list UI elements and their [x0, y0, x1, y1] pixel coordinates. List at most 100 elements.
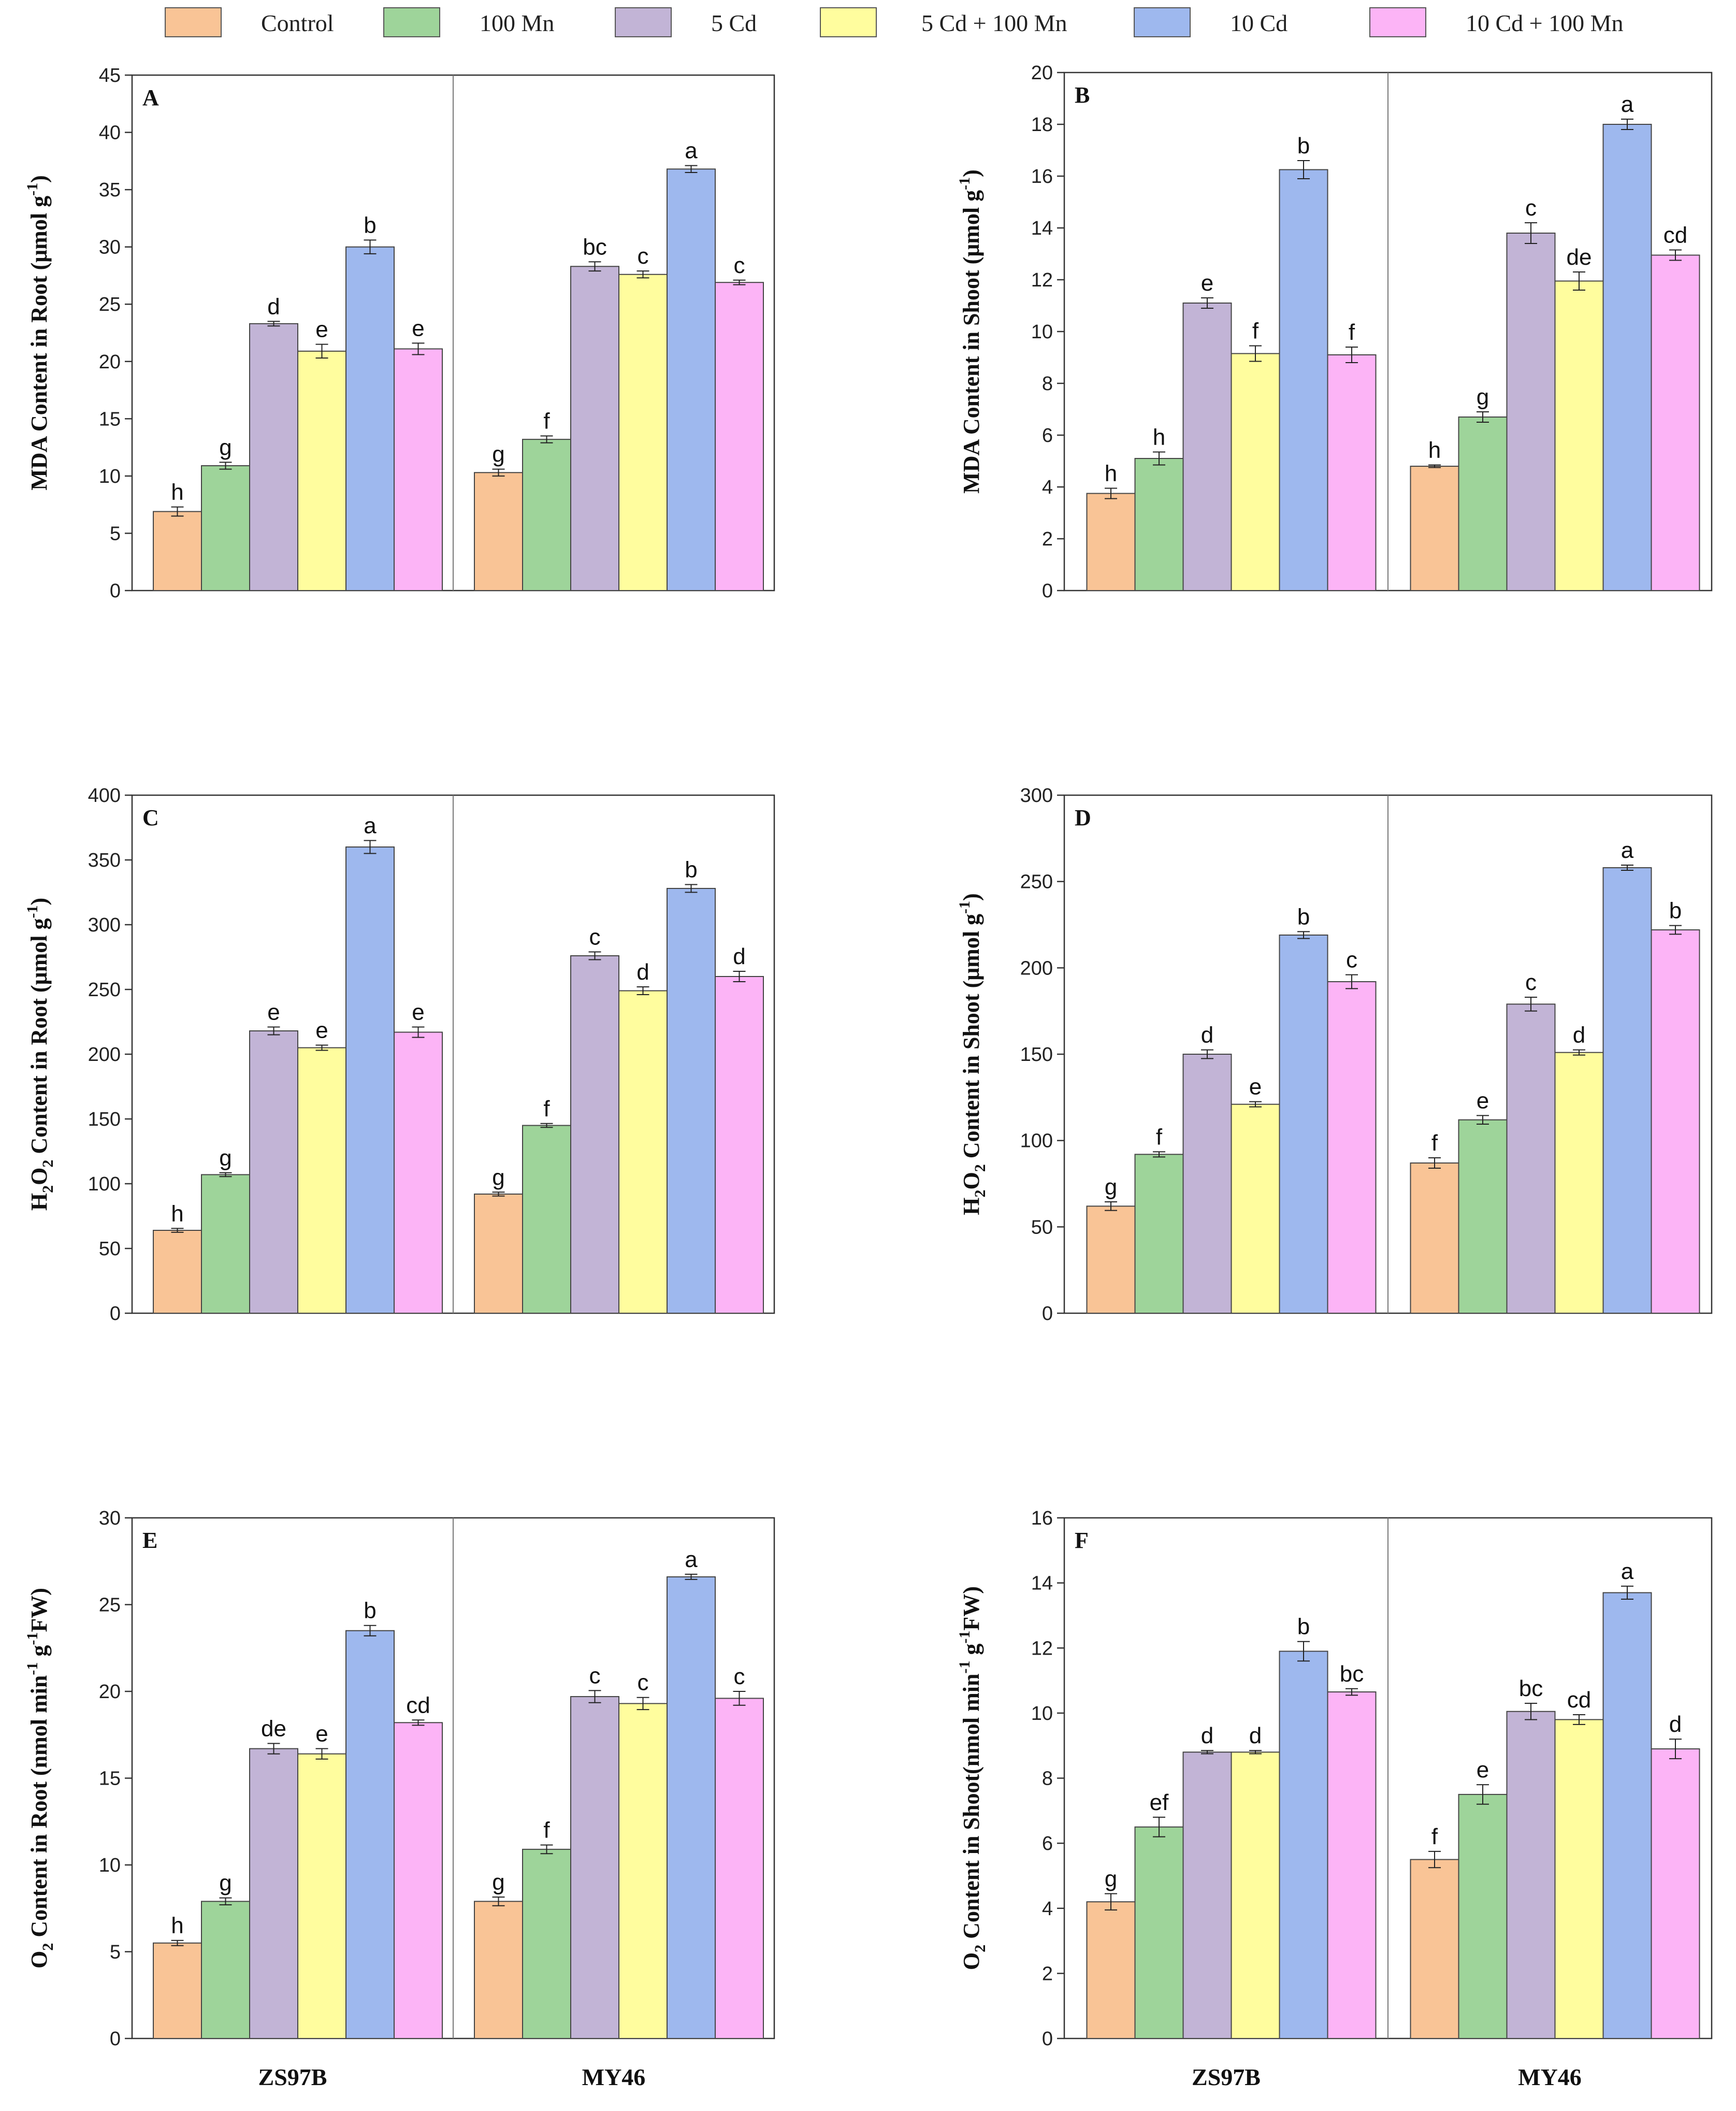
bar [1506, 1711, 1556, 2039]
significance-letter: a [1621, 92, 1634, 117]
significance-letter: c [589, 925, 601, 950]
bar [394, 1031, 443, 1314]
significance-letter: h [171, 480, 183, 505]
bar [474, 1901, 523, 2039]
bar [1182, 1054, 1232, 1314]
bar [715, 976, 764, 1314]
y-axis-label-part: ) [959, 893, 984, 901]
y-axis-label-part: FW) [959, 1586, 984, 1631]
y-tick-label: 16 [1031, 166, 1053, 188]
bar [474, 472, 523, 591]
y-axis-label-part: 2 [39, 1185, 56, 1193]
y-tick-label: 150 [1020, 1044, 1053, 1066]
significance-letter: h [171, 1201, 183, 1226]
significance-letter: bc [1340, 1661, 1364, 1687]
y-tick-label: 2 [1042, 1963, 1053, 1985]
bar [394, 348, 443, 591]
bar [394, 1722, 443, 2039]
legend: Control 100 Mn 5 Cd 5 Cd + 100 Mn 10 Cd 10 Cd… [0, 0, 1736, 47]
significance-letter: b [685, 857, 697, 883]
significance-letter: d [1249, 1723, 1262, 1748]
bar [1651, 929, 1700, 1314]
panel-label: C [142, 805, 159, 830]
x-group-label: MY46 [582, 2064, 646, 2090]
significance-letter: de [261, 1716, 286, 1742]
significance-letter: f [1156, 1124, 1163, 1150]
bar [1086, 493, 1136, 591]
y-tick-label: 250 [1020, 871, 1053, 893]
legend-label: 5 Cd + 100 Mn [921, 10, 1067, 36]
bar [1410, 1162, 1459, 1314]
y-axis-label-part: -1 [24, 1662, 41, 1675]
y-tick-label: 6 [1042, 1833, 1053, 1855]
bar [249, 1748, 298, 2039]
y-tick-label: 4 [1042, 477, 1053, 498]
bar [249, 1030, 298, 1314]
y-tick-label: 300 [1020, 785, 1053, 807]
significance-letter: c [589, 1663, 601, 1688]
y-tick-label: 0 [110, 580, 121, 602]
significance-letter: e [1249, 1074, 1262, 1100]
y-axis-label-part: O [26, 1951, 52, 1969]
significance-letter: bc [1519, 1676, 1543, 1701]
significance-letter: d [1201, 1723, 1213, 1748]
bar [1410, 1859, 1459, 2039]
panel-label: D [1075, 805, 1091, 830]
significance-letter: cd [406, 1692, 430, 1718]
bar [1458, 417, 1508, 591]
y-tick-label: 20 [99, 1681, 121, 1703]
y-axis-label-part: -1 [956, 901, 973, 914]
y-axis-label-part: -1 [956, 177, 973, 190]
y-axis-label: MDA Content in Shoot (μmol g-1) [956, 169, 984, 494]
significance-letter: de [1567, 245, 1592, 270]
y-axis-label-part: ) [959, 169, 984, 177]
chart-panel-e: 0 5 10 15 20 25 30 E O2 Content in Root (nmol mi… [24, 1507, 775, 2090]
significance-letter: h [171, 1913, 183, 1938]
significance-letter: cd [1663, 223, 1687, 248]
y-tick-label: 15 [99, 408, 121, 430]
y-tick-label: 200 [88, 1044, 121, 1066]
bar [201, 1174, 250, 1314]
y-tick-label: 0 [110, 1303, 121, 1325]
y-axis-label-part: 2 [972, 1164, 989, 1172]
bar [345, 846, 395, 1314]
y-axis-label-part: FW) [26, 1588, 52, 1632]
significance-letter: e [412, 1000, 424, 1025]
y-axis-label: O2 Content in Root (nmol min-1 g-1FW) [24, 1588, 56, 1969]
y-axis-label-part: Content in Root (μmol g [26, 918, 52, 1160]
y-tick-label: 40 [99, 122, 121, 144]
y-tick-label: 8 [1042, 373, 1053, 395]
bar [249, 323, 298, 591]
y-tick-label: 30 [99, 237, 121, 259]
bar [1279, 169, 1328, 591]
bar [153, 1942, 202, 2039]
y-tick-label: 350 [88, 850, 121, 871]
bar [570, 955, 619, 1314]
y-tick-label: 0 [1042, 580, 1053, 602]
bar [715, 1698, 764, 2039]
legend-swatch [383, 7, 440, 37]
significance-letter: c [1525, 195, 1537, 221]
y-tick-label: 20 [1031, 62, 1053, 84]
y-tick-label: 16 [1031, 1507, 1053, 1529]
significance-letter: g [219, 1871, 232, 1896]
significance-letter: b [1297, 1614, 1310, 1640]
significance-letter: c [1525, 970, 1537, 995]
y-axis-label-part: O [959, 1952, 984, 1970]
bar [1602, 1592, 1652, 2039]
y-tick-label: 25 [99, 294, 121, 315]
bar [201, 1901, 250, 2039]
chart-panel-b: 0 2 4 6 8 10 12 14 16 18 20 B MDA Content in Shoot (… [956, 62, 1713, 602]
bar [297, 1047, 346, 1314]
y-axis-label-part: 2 [39, 1943, 56, 1951]
y-axis-label: H2O2 Content in Shoot (μmol g-1) [956, 893, 989, 1215]
bar [1602, 124, 1652, 591]
significance-letter: a [685, 138, 698, 164]
y-axis-label-part: 2 [972, 1189, 989, 1197]
significance-letter: f [543, 409, 550, 434]
y-tick-label: 10 [1031, 321, 1053, 343]
significance-letter: h [1428, 438, 1441, 463]
y-axis-label-part: O [26, 1168, 52, 1185]
